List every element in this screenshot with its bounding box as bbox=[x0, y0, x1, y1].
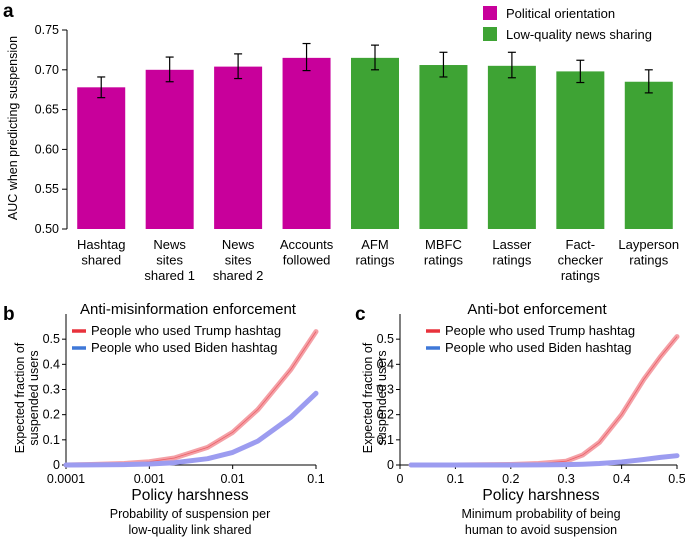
line-chart-panel-b: Anti-misinformation enforcement Expected… bbox=[13, 301, 325, 537]
category-label: followed bbox=[283, 253, 331, 268]
legend-label-trump-b: People who used Trump hashtag bbox=[91, 323, 281, 338]
y-tick-label-b: 0 bbox=[53, 458, 60, 472]
x-axis-sublabel-b-line2: low-quality link shared bbox=[129, 523, 252, 537]
x-tick-label-c: 0.4 bbox=[613, 472, 630, 486]
series-line-c-1 bbox=[408, 453, 680, 468]
y-tick-label-a: 0.55 bbox=[35, 182, 59, 196]
category-label: sites bbox=[225, 253, 252, 268]
y-tick-label-c: 0.2 bbox=[377, 408, 394, 422]
line-chart-panel-c: Anti-bot enforcement Expected fraction o… bbox=[361, 301, 685, 537]
panel-letter-b: b bbox=[3, 304, 15, 325]
category-label: checker bbox=[558, 253, 604, 268]
category-label: MBFC bbox=[425, 237, 462, 252]
legend-label-political: Political orientation bbox=[506, 6, 615, 21]
y-axis-label-b-line2: suspended users bbox=[27, 350, 41, 445]
x-tick-label-b: 0.01 bbox=[220, 472, 244, 486]
category-label: ratings bbox=[629, 253, 669, 268]
y-tick-label-c: 0.5 bbox=[377, 332, 394, 346]
category-label: ratings bbox=[355, 253, 395, 268]
x-tick-label-b: 0.1 bbox=[307, 472, 324, 486]
category-label: AFM bbox=[361, 237, 388, 252]
legend-label-biden-c: People who used Biden hashtag bbox=[445, 340, 631, 355]
category-label: News bbox=[222, 237, 255, 252]
chart-title-c: Anti-bot enforcement bbox=[467, 301, 607, 318]
category-label: Lasser bbox=[492, 237, 532, 252]
y-tick-label-b: 0.1 bbox=[43, 433, 60, 447]
y-tick-label-b: 0.4 bbox=[43, 357, 60, 371]
x-axis-sublabel-c-line1: Minimum probability of being bbox=[461, 507, 620, 521]
bar bbox=[556, 71, 605, 229]
x-tick-label-c: 0.1 bbox=[447, 472, 464, 486]
bar bbox=[145, 69, 194, 229]
bar bbox=[77, 87, 126, 229]
x-tick-label-c: 0.3 bbox=[558, 472, 575, 486]
x-tick-label-b: 0.0001 bbox=[47, 472, 85, 486]
y-tick-label-c: 0.1 bbox=[377, 433, 394, 447]
legend-label-trump-c: People who used Trump hashtag bbox=[445, 323, 635, 338]
y-axis-label-c-line1: Expected fraction of bbox=[361, 342, 375, 453]
y-tick-label-a: 0.75 bbox=[35, 23, 59, 37]
bar-chart-panel-a: 0.50 0.55 0.60 0.65 0.70 0.75 AUC when predic… bbox=[6, 6, 679, 283]
legend-label-low-quality: Low-quality news sharing bbox=[506, 27, 652, 42]
category-label: shared bbox=[81, 253, 121, 268]
y-tick-label-c: 0 bbox=[387, 458, 394, 472]
y-tick-label-a: 0.50 bbox=[35, 222, 59, 236]
bar bbox=[419, 65, 468, 229]
series-line-c-0 bbox=[408, 334, 680, 468]
category-label: shared 1 bbox=[144, 268, 195, 283]
category-label: sites bbox=[156, 253, 183, 268]
x-axis-title-b: Policy harshness bbox=[131, 487, 248, 504]
x-tick-label-c: 0.5 bbox=[668, 472, 685, 486]
series-line-b-1 bbox=[63, 390, 319, 468]
y-axis-label-c-line2: suspended users bbox=[375, 350, 389, 445]
x-tick-label-c: 0.2 bbox=[502, 472, 519, 486]
legend-label-biden-b: People who used Biden hashtag bbox=[91, 340, 277, 355]
x-axis-sublabel-c-line2: human to avoid suspension bbox=[465, 523, 617, 537]
x-axis-sublabel-b-line1: Probability of suspension per bbox=[110, 507, 271, 521]
bar bbox=[624, 81, 673, 230]
y-tick-label-c: 0.3 bbox=[377, 383, 394, 397]
legend-swatch-political bbox=[483, 6, 497, 20]
category-label: ratings bbox=[424, 253, 464, 268]
category-label: Accounts bbox=[280, 237, 334, 252]
category-label: shared 2 bbox=[213, 268, 264, 283]
y-tick-label-b: 0.3 bbox=[43, 383, 60, 397]
y-tick-label-a: 0.65 bbox=[35, 103, 59, 117]
y-axis-label-a: AUC when predicting suspension bbox=[6, 36, 20, 220]
category-label: Hashtag bbox=[77, 237, 125, 252]
bar bbox=[214, 66, 263, 229]
series-center-line-c bbox=[411, 336, 678, 466]
category-label: Fact- bbox=[566, 237, 596, 252]
category-label: News bbox=[153, 237, 186, 252]
category-label: ratings bbox=[492, 253, 532, 268]
panel-letter-a: a bbox=[3, 1, 14, 22]
x-axis-title-c: Policy harshness bbox=[482, 487, 599, 504]
y-tick-label-c: 0.4 bbox=[377, 357, 394, 371]
x-tick-label-c: 0 bbox=[397, 472, 404, 486]
category-label: ratings bbox=[561, 268, 601, 283]
y-tick-label-b: 0.5 bbox=[43, 332, 60, 346]
chart-title-b: Anti-misinformation enforcement bbox=[80, 301, 297, 318]
panel-letter-c: c bbox=[355, 304, 366, 325]
bar bbox=[351, 57, 399, 229]
bar bbox=[487, 65, 536, 229]
y-axis-label-b-line1: Expected fraction of bbox=[13, 342, 27, 453]
category-label: Layperson bbox=[618, 237, 679, 252]
x-tick-label-b: 0.001 bbox=[134, 472, 165, 486]
y-tick-label-a: 0.60 bbox=[35, 142, 59, 156]
y-tick-label-b: 0.2 bbox=[43, 408, 60, 422]
bar bbox=[282, 57, 331, 229]
y-tick-label-a: 0.70 bbox=[35, 63, 59, 77]
legend-swatch-low-quality bbox=[483, 27, 497, 41]
